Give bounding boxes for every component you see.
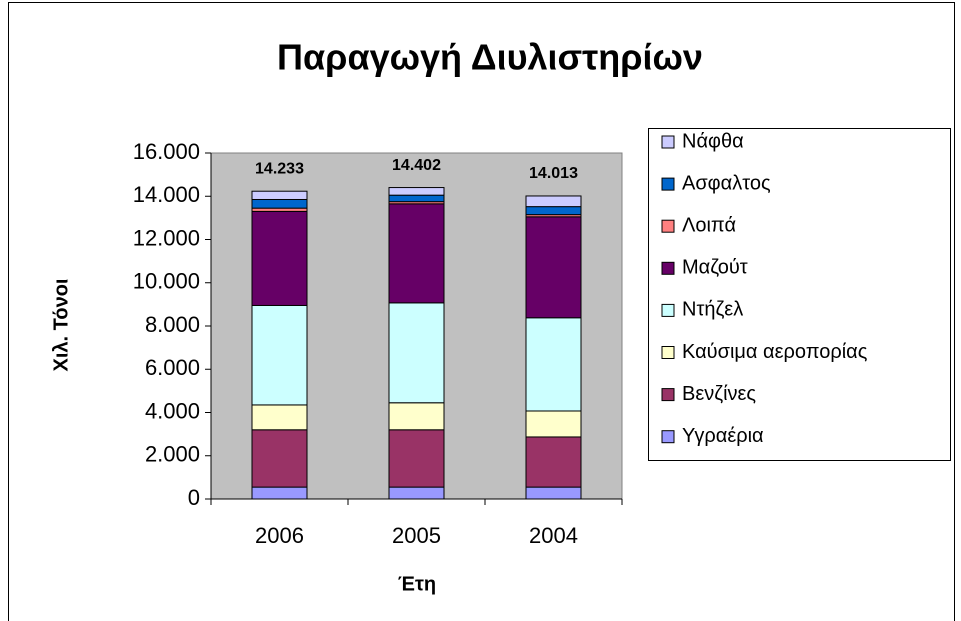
y-tick-label: 10.000 [133, 269, 200, 294]
legend-label: Βενζίνες [682, 383, 756, 405]
bar-segment [388, 302, 445, 404]
bar-segment [388, 486, 445, 500]
y-tick-label: 0 [188, 485, 200, 510]
bar-segment [251, 190, 308, 200]
x-tick-label: 2005 [392, 523, 441, 548]
legend-swatch [661, 303, 675, 317]
bar-segment [388, 194, 445, 203]
y-tick-label: 12.000 [133, 225, 200, 250]
legend-swatch [661, 388, 675, 402]
legend-label: Καύσιμα αεροπορίας [682, 341, 868, 363]
chart-title: Παραγωγή Διυλιστηρίων [277, 37, 703, 78]
y-tick-label: 8.000 [145, 312, 200, 337]
y-axis-label: Χιλ. Τόνοι [50, 279, 72, 372]
legend-swatch [661, 177, 675, 191]
bar-segment [525, 216, 582, 319]
bar-segment [525, 206, 582, 216]
x-tick-label: 2006 [255, 523, 304, 548]
legend-box [648, 128, 951, 461]
legend-label: Μαζούτ [682, 257, 748, 279]
legend-label: Ντήζελ [682, 299, 743, 321]
bar-segment [251, 404, 308, 431]
bar-segment [525, 486, 582, 500]
bar-segment [388, 429, 445, 488]
legend-swatch [661, 261, 675, 275]
bar-segment [388, 187, 445, 196]
bar-segment [525, 410, 582, 438]
bar-segment [525, 436, 582, 488]
legend-swatch [661, 430, 675, 444]
bar-segment [251, 198, 308, 209]
bar-segment [525, 317, 582, 412]
bar-segment [251, 304, 308, 406]
bar-segment [388, 203, 445, 304]
legend-swatch [661, 135, 675, 149]
total-label: 14.013 [529, 165, 578, 182]
bar-segment [388, 402, 445, 431]
bar-segment [251, 210, 308, 306]
legend-label: Υγραέρια [682, 425, 764, 447]
bar-segment [525, 195, 582, 208]
y-tick-label: 4.000 [145, 398, 200, 423]
bar-segment [251, 486, 308, 500]
x-tick-label: 2004 [529, 523, 578, 548]
legend-label: Ασφαλτος [682, 172, 771, 194]
total-label: 14.402 [392, 157, 441, 174]
y-tick-label: 2.000 [145, 442, 200, 467]
y-tick-label: 6.000 [145, 355, 200, 380]
bar-segment [251, 429, 308, 488]
y-tick-label: 14.000 [133, 182, 200, 207]
legend-swatch [661, 346, 675, 359]
x-axis-label: Έτη [398, 573, 436, 595]
total-label: 14.233 [255, 160, 304, 177]
legend-label: Λοιπά [682, 214, 736, 236]
legend-label: Νάφθα [682, 130, 744, 152]
legend-swatch [661, 219, 675, 233]
y-tick-label: 16.000 [133, 139, 200, 164]
